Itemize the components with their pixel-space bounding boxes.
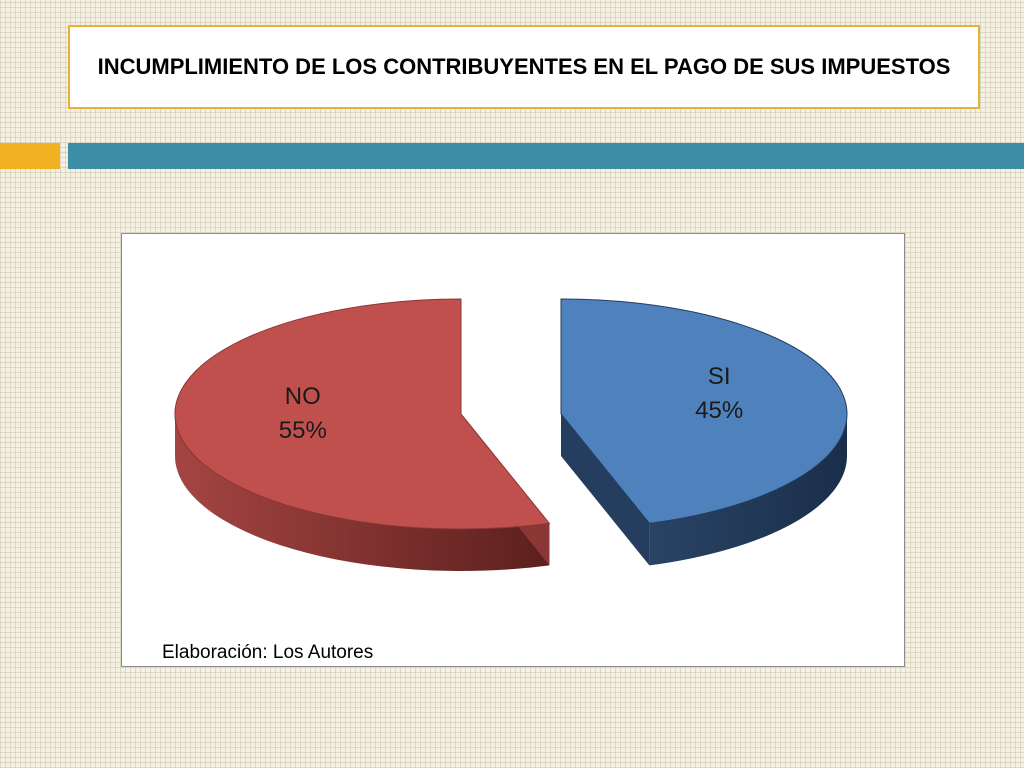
chart-frame: NO 55% SI 45% Elaboración: Los Autores — [121, 233, 905, 667]
slide-title: INCUMPLIMIENTO DE LOS CONTRIBUYENTES EN … — [97, 53, 951, 79]
source-note: Elaboración: Los Autores — [162, 642, 374, 663]
slice-value-no: 55% — [279, 417, 327, 444]
slice-value-si: 45% — [695, 397, 743, 424]
pie-chart: NO 55% SI 45% — [174, 298, 848, 571]
pie-slice-si-outer-wall — [649, 414, 847, 566]
slice-label-no: NO — [285, 383, 321, 410]
accent-bar-teal — [68, 143, 1024, 169]
pie-slice-si-cut-face — [561, 414, 650, 566]
slice-label-si: SI — [708, 363, 731, 390]
pie-slice-no-outer-wall — [175, 414, 550, 571]
pie-slice-si — [560, 298, 848, 524]
pie-slice-no — [174, 298, 551, 530]
title-box: INCUMPLIMIENTO DE LOS CONTRIBUYENTES EN … — [68, 25, 980, 109]
accent-bar-orange — [0, 143, 60, 169]
